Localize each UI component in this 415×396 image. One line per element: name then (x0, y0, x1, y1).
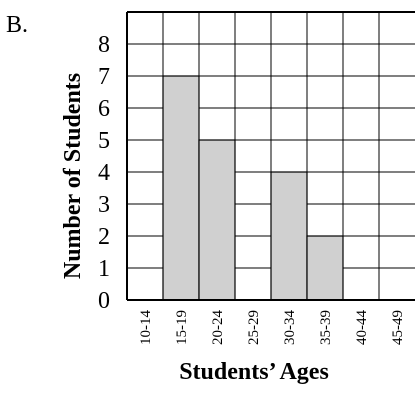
y-tick-label: 2 (98, 224, 110, 250)
y-tick-label: 3 (98, 192, 110, 218)
x-tick-label: 45-49 (390, 310, 406, 345)
x-tick-label: 10-14 (138, 310, 154, 345)
y-tick-label: 0 (98, 288, 110, 314)
x-tick-label: 40-44 (354, 310, 370, 345)
y-tick-label: 4 (98, 160, 110, 186)
x-tick-label: 35-39 (318, 310, 334, 345)
bar-35-39 (306, 235, 344, 301)
y-tick-labels: 0 1 2 3 4 5 6 7 8 (98, 32, 110, 314)
x-tick-labels: 10-14 15-19 20-24 25-29 30-34 35-39 40-44 45-49 (138, 310, 406, 345)
y-tick-label: 1 (98, 256, 110, 282)
x-tick-label: 30-34 (282, 310, 298, 345)
x-axis-title: Students’ Ages (179, 359, 329, 385)
y-tick-label: 5 (98, 128, 110, 154)
x-tick-label: 25-29 (246, 310, 262, 345)
bar-20-24 (198, 139, 236, 301)
y-axis-title: Number of Students (60, 73, 86, 279)
frame-layer (126, 11, 415, 301)
bar-30-34 (270, 171, 308, 301)
y-tick-label: 6 (98, 96, 110, 122)
x-tick-label: 15-19 (174, 310, 190, 345)
x-tick-label: 20-24 (210, 310, 226, 345)
panel-label: B. (6, 12, 28, 38)
y-tick-label: 7 (98, 64, 110, 90)
bar-15-19 (162, 75, 200, 301)
bars-layer (162, 75, 344, 301)
y-tick-label: 8 (98, 32, 110, 58)
